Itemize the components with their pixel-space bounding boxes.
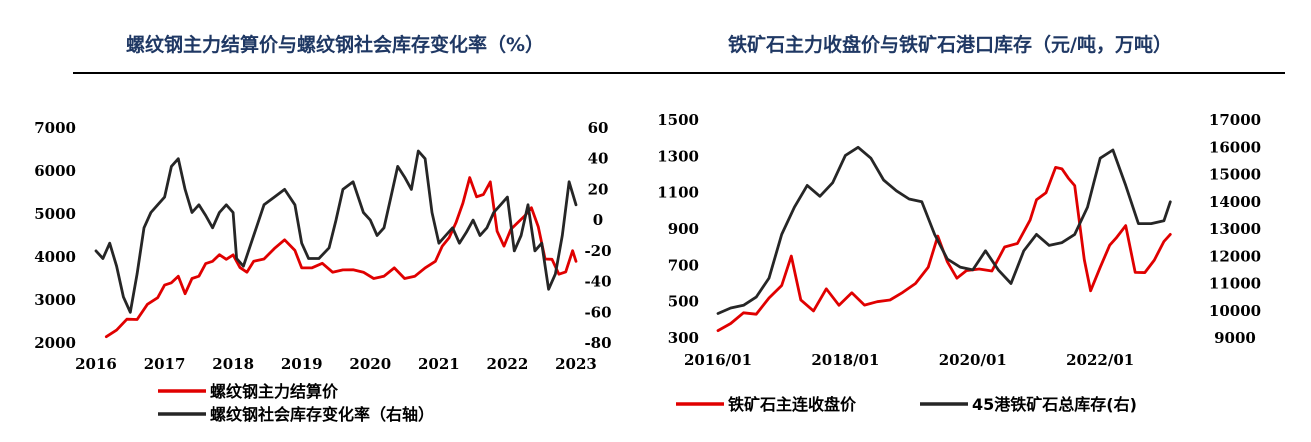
chart1-right-tick-5: 14000 [1209,193,1261,211]
chart1-x-tick-2: 2020/01 [939,351,1007,369]
chart0-left-tick-0: 2000 [34,334,76,352]
chart1-right-tick-6: 15000 [1209,166,1261,184]
chart1-right-tick-2: 11000 [1209,275,1261,293]
chart1-left-tick-5: 1300 [657,147,699,165]
chart0-right-tick-4: 0 [593,211,603,229]
chart0-x-tick-4: 2020 [349,355,391,373]
chart0-left-tick-5: 7000 [34,119,76,137]
chart1-series-line-1 [716,145,1172,315]
chart0-x-tick-3: 2019 [281,355,323,373]
chart0-right-tick-0: -80 [584,334,611,352]
chart1-series-line-0 [716,165,1172,333]
chart1-left-tick-6: 1500 [657,111,699,129]
right-chart-title: 铁矿石主力收盘价与铁矿石港口库存（元/吨，万吨） [728,34,1172,56]
chart1-legend-label-0: 铁矿石主连收盘价 [728,395,857,414]
chart0-right-tick-7: 60 [588,119,609,137]
title-divider [73,72,1285,74]
chart1-right-tick-7: 16000 [1209,138,1261,156]
chart1-left-tick-1: 500 [668,293,699,311]
chart0-legend-label-1: 螺纹钢社会库存变化率（右轴） [210,405,434,424]
chart0-x-tick-0: 2016 [75,355,117,373]
chart1-right-tick-8: 17000 [1209,111,1261,129]
chart0-x-tick-7: 2023 [555,355,597,373]
chart1-right-tick-0: 9000 [1214,329,1256,347]
chart1-right-tick-1: 10000 [1209,302,1261,320]
chart1-x-tick-0: 2016/01 [684,351,752,369]
chart0-x-tick-6: 2022 [487,355,529,373]
chart0-left-tick-4: 6000 [34,162,76,180]
chart1-left-tick-3: 900 [668,220,699,238]
chart1-left-tick-0: 300 [668,329,699,347]
chart0-left-tick-3: 5000 [34,205,76,223]
chart0-right-tick-2: -40 [584,273,611,291]
chart1-right-tick-4: 13000 [1209,220,1261,238]
left-chart-title: 螺纹钢主力结算价与螺纹钢社会库存变化率（%） [126,34,545,56]
chart1-legend-label-1: 45港铁矿石总库存(右) [972,395,1137,414]
chart0-x-tick-2: 2018 [212,355,254,373]
chart1-left-tick-4: 1100 [657,184,699,202]
chart1-x-tick-3: 2022/01 [1066,351,1134,369]
chart0-right-tick-1: -60 [584,303,611,321]
chart0-series-line-1 [94,149,578,314]
chart1-left-tick-2: 700 [668,256,699,274]
chart0-left-tick-2: 4000 [34,248,76,266]
chart0-x-tick-5: 2021 [418,355,460,373]
chart0-legend-label-0: 螺纹钢主力结算价 [210,382,339,401]
chart1-right-tick-3: 12000 [1209,247,1261,265]
chart0-left-tick-1: 3000 [34,291,76,309]
chart1-x-tick-1: 2018/01 [811,351,879,369]
chart0-series-line-0 [104,176,578,339]
chart0-right-tick-6: 40 [588,150,609,168]
chart0-right-tick-3: -20 [584,242,611,260]
chart0-x-tick-1: 2017 [144,355,186,373]
chart0-right-tick-5: 20 [588,180,609,198]
